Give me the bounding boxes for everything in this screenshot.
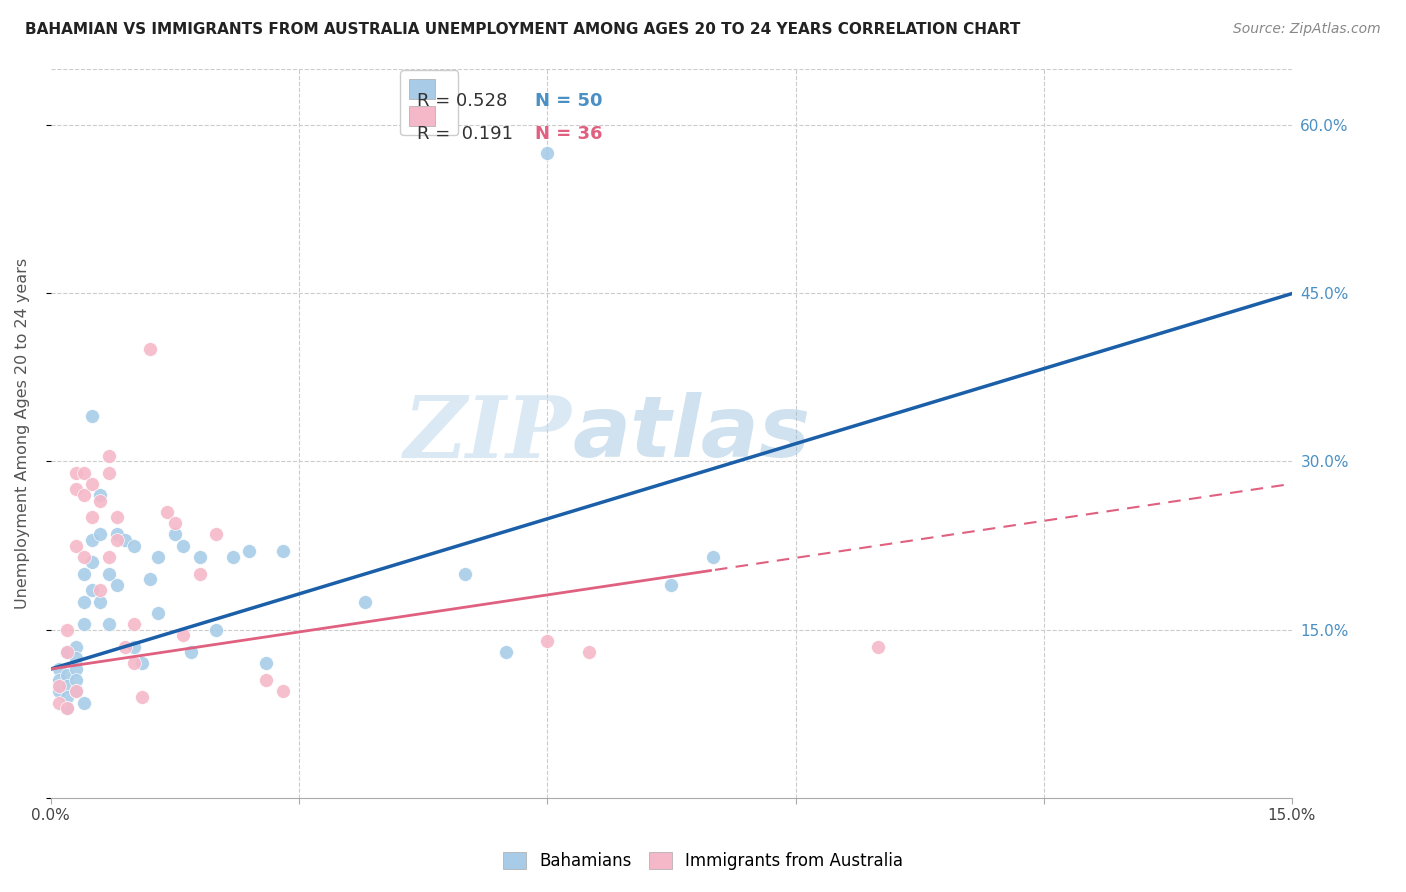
Legend: Bahamians, Immigrants from Australia: Bahamians, Immigrants from Australia (496, 845, 910, 877)
Point (82, 409, 104, 424)
Point (82, 510, 104, 524)
Point (97, 617, 120, 632)
Point (222, 549, 245, 564)
Text: N = 50: N = 50 (534, 93, 602, 111)
Point (354, 594, 377, 608)
Point (65, 539, 87, 553)
Point (89, 527, 111, 541)
Point (73, 549, 96, 564)
Point (56, 667, 79, 681)
Point (271, 684, 294, 698)
Point (56, 701, 79, 715)
Point (48, 679, 70, 693)
Point (172, 539, 194, 553)
Point (702, 549, 724, 564)
Point (105, 578, 128, 592)
Point (254, 673, 277, 688)
Point (495, 645, 517, 659)
Point (82, 533, 104, 547)
Point (188, 549, 211, 564)
Point (48, 662, 70, 676)
Text: atlas: atlas (572, 392, 810, 475)
Point (73, 566, 96, 581)
Point (65, 483, 87, 497)
Text: R = 0.528: R = 0.528 (418, 93, 508, 111)
Point (65, 684, 87, 698)
Point (148, 606, 170, 620)
Point (73, 594, 96, 608)
Y-axis label: Unemployment Among Ages 20 to 24 years: Unemployment Among Ages 20 to 24 years (15, 258, 30, 609)
Point (172, 628, 194, 642)
Point (163, 516, 186, 530)
Point (48, 684, 70, 698)
Point (536, 145, 558, 160)
Point (65, 466, 87, 480)
Point (56, 645, 79, 659)
Point (97, 566, 120, 581)
Point (114, 640, 136, 654)
Text: BAHAMIAN VS IMMIGRANTS FROM AUSTRALIA UNEMPLOYMENT AMONG AGES 20 TO 24 YEARS COR: BAHAMIAN VS IMMIGRANTS FROM AUSTRALIA UN… (25, 22, 1021, 37)
Point (56, 645, 79, 659)
Text: ZIP: ZIP (405, 392, 572, 475)
Point (536, 634, 558, 648)
Point (105, 527, 128, 541)
Point (56, 679, 79, 693)
Point (156, 505, 179, 519)
Legend:  ,  : , (401, 70, 458, 136)
Point (180, 645, 202, 659)
Point (578, 645, 600, 659)
Point (122, 617, 145, 632)
Point (122, 657, 145, 671)
Point (48, 673, 70, 688)
Point (114, 533, 136, 547)
Text: R =  0.191: R = 0.191 (418, 125, 513, 144)
Point (89, 583, 111, 598)
Point (131, 690, 153, 704)
Point (48, 696, 70, 710)
Point (56, 701, 79, 715)
Point (205, 623, 228, 637)
Point (65, 650, 87, 665)
Text: N = 36: N = 36 (534, 125, 602, 144)
Point (122, 539, 145, 553)
Point (56, 690, 79, 704)
Point (97, 549, 120, 564)
Point (163, 527, 186, 541)
Point (65, 673, 87, 688)
Point (73, 696, 96, 710)
Point (188, 566, 211, 581)
Point (271, 544, 294, 558)
Point (105, 510, 128, 524)
Point (82, 555, 104, 569)
Point (73, 617, 96, 632)
Point (254, 657, 277, 671)
Point (82, 476, 104, 491)
Point (139, 572, 162, 586)
Point (205, 527, 228, 541)
Point (661, 578, 683, 592)
Point (148, 549, 170, 564)
Point (139, 342, 162, 356)
Point (56, 623, 79, 637)
Point (105, 533, 128, 547)
Point (89, 594, 111, 608)
Point (97, 466, 120, 480)
Point (453, 566, 475, 581)
Point (65, 662, 87, 676)
Point (238, 544, 260, 558)
Text: Source: ZipAtlas.com: Source: ZipAtlas.com (1233, 22, 1381, 37)
Point (73, 488, 96, 502)
Point (131, 657, 153, 671)
Point (65, 684, 87, 698)
Point (89, 493, 111, 508)
Point (97, 449, 120, 463)
Point (89, 488, 111, 502)
Point (868, 640, 890, 654)
Point (73, 466, 96, 480)
Point (122, 640, 145, 654)
Point (82, 583, 104, 598)
Point (65, 640, 87, 654)
